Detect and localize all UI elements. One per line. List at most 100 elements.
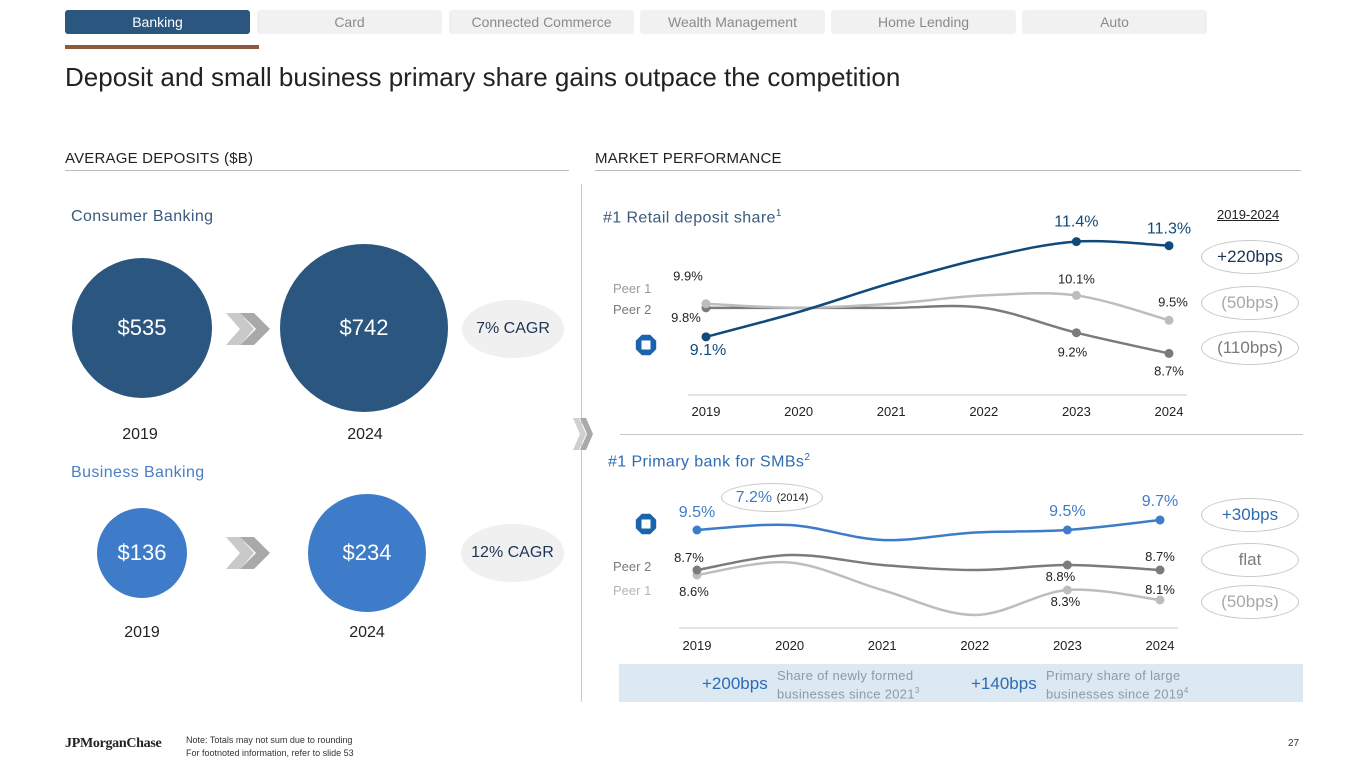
- data-label: 9.5%: [1158, 294, 1188, 309]
- legend-label: Peer 2: [613, 302, 651, 317]
- data-label: 8.8%: [1046, 569, 1076, 584]
- x-tick-label: 2024: [1146, 638, 1175, 653]
- data-label: 8.7%: [1145, 549, 1175, 564]
- retail-chart-title: #1 Retail deposit share1: [603, 208, 782, 227]
- footnote-marker: 1: [775, 208, 782, 219]
- data-label: 9.8%: [671, 310, 701, 325]
- tab-connected-commerce[interactable]: Connected Commerce: [449, 10, 634, 34]
- x-tick-label: 2020: [784, 404, 813, 419]
- data-label: 8.7%: [1154, 363, 1184, 378]
- chart-divider: [620, 434, 1303, 435]
- footer-note: Note: Totals may not sum due to rounding…: [186, 734, 354, 760]
- data-point: [1164, 241, 1174, 251]
- average-deposits-heading: AVERAGE DEPOSITS ($B): [65, 150, 254, 167]
- callout-band: [619, 664, 1303, 702]
- smb-jpm-change-pill: +30bps: [1201, 498, 1299, 532]
- business-2024-bubble: $234: [308, 494, 426, 612]
- series-line-peer-2: [696, 553, 1161, 572]
- range-label: 2019-2024: [1217, 207, 1280, 222]
- footer-note-line: Note: Totals may not sum due to rounding: [186, 735, 353, 745]
- callout-text-line: businesses since 2021: [777, 686, 915, 702]
- jpmorganchase-logo: JPMorganChase: [65, 736, 162, 751]
- callout-large-business-value: +140bps: [971, 674, 1037, 693]
- smb-2014-year: (2014): [776, 491, 809, 504]
- consumer-year-2019: 2019: [122, 426, 158, 443]
- smb-chart-title-text: #1 Primary bank for SMBs: [608, 453, 805, 471]
- data-point: [1062, 525, 1072, 535]
- chevron-arrow-icon: [226, 313, 270, 345]
- data-point: [1164, 348, 1174, 358]
- active-tab-underline: [65, 45, 259, 49]
- retail-peer1-change-pill: (50bps): [1201, 286, 1299, 320]
- x-tick-label: 2023: [1062, 404, 1091, 419]
- data-label: 9.9%: [673, 269, 703, 284]
- data-label: 9.5%: [679, 504, 715, 521]
- business-cagr-badge: 12% CAGR: [461, 524, 564, 582]
- business-year-2019: 2019: [124, 624, 160, 641]
- data-point: [701, 332, 711, 342]
- consumer-banking-title: Consumer Banking: [71, 208, 214, 225]
- tab-wealth-management[interactable]: Wealth Management: [640, 10, 825, 34]
- data-point: [1071, 328, 1081, 338]
- business-year-2024: 2024: [349, 624, 385, 641]
- data-label: 8.1%: [1145, 582, 1175, 597]
- x-tick-label: 2019: [683, 638, 712, 653]
- footnote-marker: 2: [804, 452, 811, 463]
- consumer-year-2024: 2024: [347, 426, 383, 443]
- market-performance-heading: MARKET PERFORMANCE: [595, 150, 782, 167]
- series-line-jpmorganchase: [705, 239, 1170, 339]
- data-label: 11.4%: [1054, 214, 1098, 231]
- consumer-cagr-text: 7% CAGR: [476, 320, 550, 337]
- consumer-2019-value: $535: [117, 315, 167, 340]
- data-point: [1071, 237, 1081, 247]
- data-label: 10.1%: [1058, 271, 1095, 286]
- data-label: 8.7%: [674, 550, 704, 565]
- business-2019-value: $136: [117, 540, 167, 565]
- page-title: Deposit and small business primary share…: [65, 62, 901, 92]
- x-tick-label: 2024: [1155, 404, 1184, 419]
- consumer-2024-bubble: $742: [280, 244, 448, 412]
- legend-label: Peer 2: [613, 559, 651, 574]
- x-tick-label: 2022: [969, 404, 998, 419]
- x-tick-label: 2021: [868, 638, 897, 653]
- data-label: 9.2%: [1058, 345, 1088, 360]
- data-point: [1164, 315, 1174, 325]
- data-label: 8.6%: [679, 584, 709, 599]
- data-point: [1155, 595, 1165, 605]
- smb-peer2-change-pill: flat: [1201, 543, 1299, 577]
- retail-jpm-change-pill: +220bps: [1201, 240, 1299, 274]
- tab-banking[interactable]: Banking: [65, 10, 250, 34]
- data-point: [1155, 515, 1165, 525]
- page-number: 27: [1288, 738, 1300, 749]
- business-banking-title: Business Banking: [71, 464, 205, 481]
- data-point: [701, 299, 711, 309]
- consumer-2019-bubble: $535: [72, 258, 212, 398]
- data-point: [1062, 585, 1072, 595]
- legend-label: Peer 1: [613, 281, 651, 296]
- section-rule: [65, 170, 569, 171]
- data-label: 9.7%: [1142, 493, 1178, 510]
- callout-text-line: businesses since 2019: [1046, 686, 1184, 702]
- data-label: 8.3%: [1051, 594, 1081, 609]
- data-point: [692, 525, 702, 535]
- footnote-marker: 3: [914, 686, 920, 695]
- callout-newly-formed-value: +200bps: [702, 674, 768, 693]
- retail-peer2-change-pill: (110bps): [1201, 331, 1299, 365]
- series-line-peer-1: [696, 560, 1161, 617]
- consumer-2024-value: $742: [339, 315, 389, 340]
- consumer-cagr-badge: 7% CAGR: [462, 300, 564, 358]
- data-label: 11.3%: [1147, 221, 1191, 238]
- legend-label: Peer 1: [613, 583, 651, 598]
- callout-newly-formed-text: Share of newly formed businesses since 2…: [777, 668, 920, 701]
- series-line-peer-1: [705, 291, 1170, 322]
- tab-auto[interactable]: Auto: [1022, 10, 1207, 34]
- data-label: 9.1%: [690, 342, 726, 359]
- smb-peer1-change-pill: (50bps): [1201, 585, 1299, 619]
- chevron-right-icon: [573, 418, 593, 450]
- smb-2014-value: 7.2%: [735, 488, 773, 506]
- x-tick-label: 2022: [960, 638, 989, 653]
- tab-home-lending[interactable]: Home Lending: [831, 10, 1016, 34]
- footer-note-line: For footnoted information, refer to slid…: [186, 748, 354, 758]
- retail-chart-title-text: #1 Retail deposit share: [603, 209, 776, 227]
- tab-card[interactable]: Card: [257, 10, 442, 34]
